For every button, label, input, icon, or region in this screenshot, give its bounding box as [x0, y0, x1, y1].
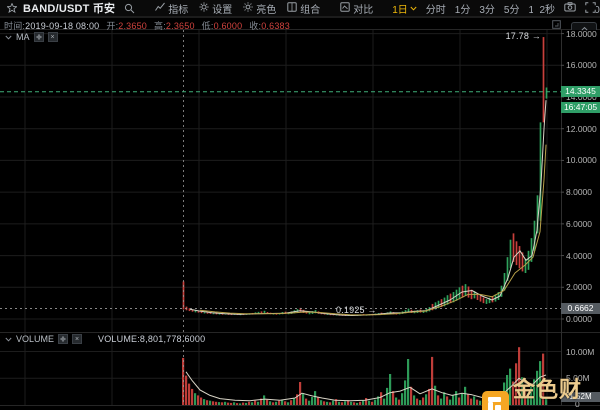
symbol-title: BAND/USDT 币安 — [23, 3, 116, 15]
low-price-annotation: 0.1925 → — [336, 305, 377, 315]
countdown-badge: 16:47:05 — [561, 102, 600, 113]
volume-tick-label: 10.00M — [566, 346, 595, 357]
menu-theme[interactable]: 亮色 — [243, 1, 276, 16]
sun-icon — [243, 1, 254, 15]
ohlc-close-label: 收: — [249, 21, 262, 31]
ma-slow-line — [199, 144, 547, 316]
menu-settings[interactable]: 设置 — [199, 1, 232, 16]
price-tick-label: 0.0000 — [566, 314, 592, 324]
ma-label: MA — [16, 32, 30, 42]
panel-toggle-icon[interactable] — [552, 20, 561, 29]
interval-1m[interactable]: 1分 — [454, 4, 471, 16]
high-price-annotation: 17.78 → — [505, 31, 541, 41]
fullscreen-icon[interactable] — [585, 1, 596, 16]
jinse-logo-icon — [482, 390, 509, 410]
interval-time[interactable]: 分时 — [425, 4, 446, 16]
menu-compare[interactable]: 对比 — [340, 1, 373, 16]
favorite-star-icon[interactable] — [7, 3, 17, 13]
price-tick-label: 10.0000 — [566, 155, 597, 166]
price-tick-label: 16.0000 — [566, 60, 597, 71]
ohlc-low-value: 0.6000 — [213, 21, 243, 31]
menu-layout[interactable]: 组合 — [287, 1, 320, 16]
ma-indicator-row: MA × — [5, 32, 58, 42]
ohlc-readout: 时间:2019-09-18 08:00 开:2.3650 高:2.3650 低:… — [4, 19, 290, 32]
indicator-icon — [155, 2, 166, 15]
menu-indicators[interactable]: 指标 — [155, 1, 188, 16]
volume-pane-header: VOLUME × VOLUME:8,801,778.6000 — [5, 334, 205, 344]
gear-icon — [199, 1, 209, 15]
toolbar: BAND/USDT 币安 指标 设置 亮色 组合 对比 1日 — [0, 0, 600, 17]
price-tick-label: 14.0000 — [566, 92, 597, 102]
camera-icon[interactable] — [564, 2, 576, 15]
ohlc-high-label: 高: — [154, 21, 166, 31]
volume-label: VOLUME — [16, 334, 55, 344]
chevron-up-icon — [580, 18, 588, 36]
last-price-badge: 14.3345 — [561, 86, 600, 97]
crosshair-price-badge: 0.6662 — [561, 303, 600, 314]
refresh-rate[interactable]: 2秒 — [539, 5, 555, 16]
ohlc-open-label: 开: — [106, 21, 119, 31]
layout-icon — [287, 1, 297, 15]
gridlines — [0, 30, 561, 405]
pane-separators — [0, 17, 600, 406]
price-tick-label: 4.0000 — [566, 250, 592, 261]
last-volume-badge: 1.52M — [561, 392, 600, 402]
interval-3m[interactable]: 3分 — [479, 4, 495, 16]
toolbar-right-cluster: 2秒 — [533, 0, 596, 16]
volume-close-icon[interactable]: × — [72, 334, 83, 344]
ohlc-open-value: 2.3650 — [118, 21, 148, 31]
volume-value: VOLUME:8,801,778.6000 — [98, 334, 206, 344]
ma-close-icon[interactable]: × — [47, 32, 58, 42]
interval-5m[interactable]: 5分 — [503, 4, 520, 16]
chevron-down-icon[interactable] — [5, 32, 12, 42]
candles — [182, 37, 548, 316]
ma-fast-line — [189, 100, 547, 316]
price-tick-label: 8.0000 — [566, 187, 592, 198]
chevron-down-icon[interactable] — [5, 334, 12, 344]
ohlc-close-value: 0.6383 — [261, 21, 290, 31]
compare-icon — [340, 1, 350, 15]
interval-1d[interactable]: 1日 — [392, 1, 417, 16]
chevron-down-icon — [410, 3, 417, 14]
price-tick-label: 18.0000 — [566, 28, 597, 39]
collapse-pane-button[interactable] — [571, 22, 597, 31]
ohlc-low-label: 低: — [201, 21, 214, 31]
volume-settings-icon[interactable] — [58, 334, 69, 344]
volume-tick-label: 0 — [575, 399, 580, 409]
search-icon[interactable] — [124, 3, 135, 14]
price-tick-label: 2.0000 — [566, 282, 592, 293]
watermark: 金色财经 — [482, 372, 600, 410]
volume-tick-label: 5.00M — [566, 373, 590, 384]
watermark-text: 金色财经 — [513, 377, 583, 410]
price-tick-label: 12.0000 — [566, 123, 597, 134]
ohlc-time-label: 时间: — [4, 21, 26, 31]
price-tick-label: 6.0000 — [566, 218, 592, 229]
ma-settings-icon[interactable] — [33, 32, 44, 42]
ohlc-time-value: 2019-09-18 08:00 — [25, 21, 100, 31]
ohlc-high-value: 2.3650 — [165, 21, 195, 31]
crosshair — [0, 30, 561, 405]
